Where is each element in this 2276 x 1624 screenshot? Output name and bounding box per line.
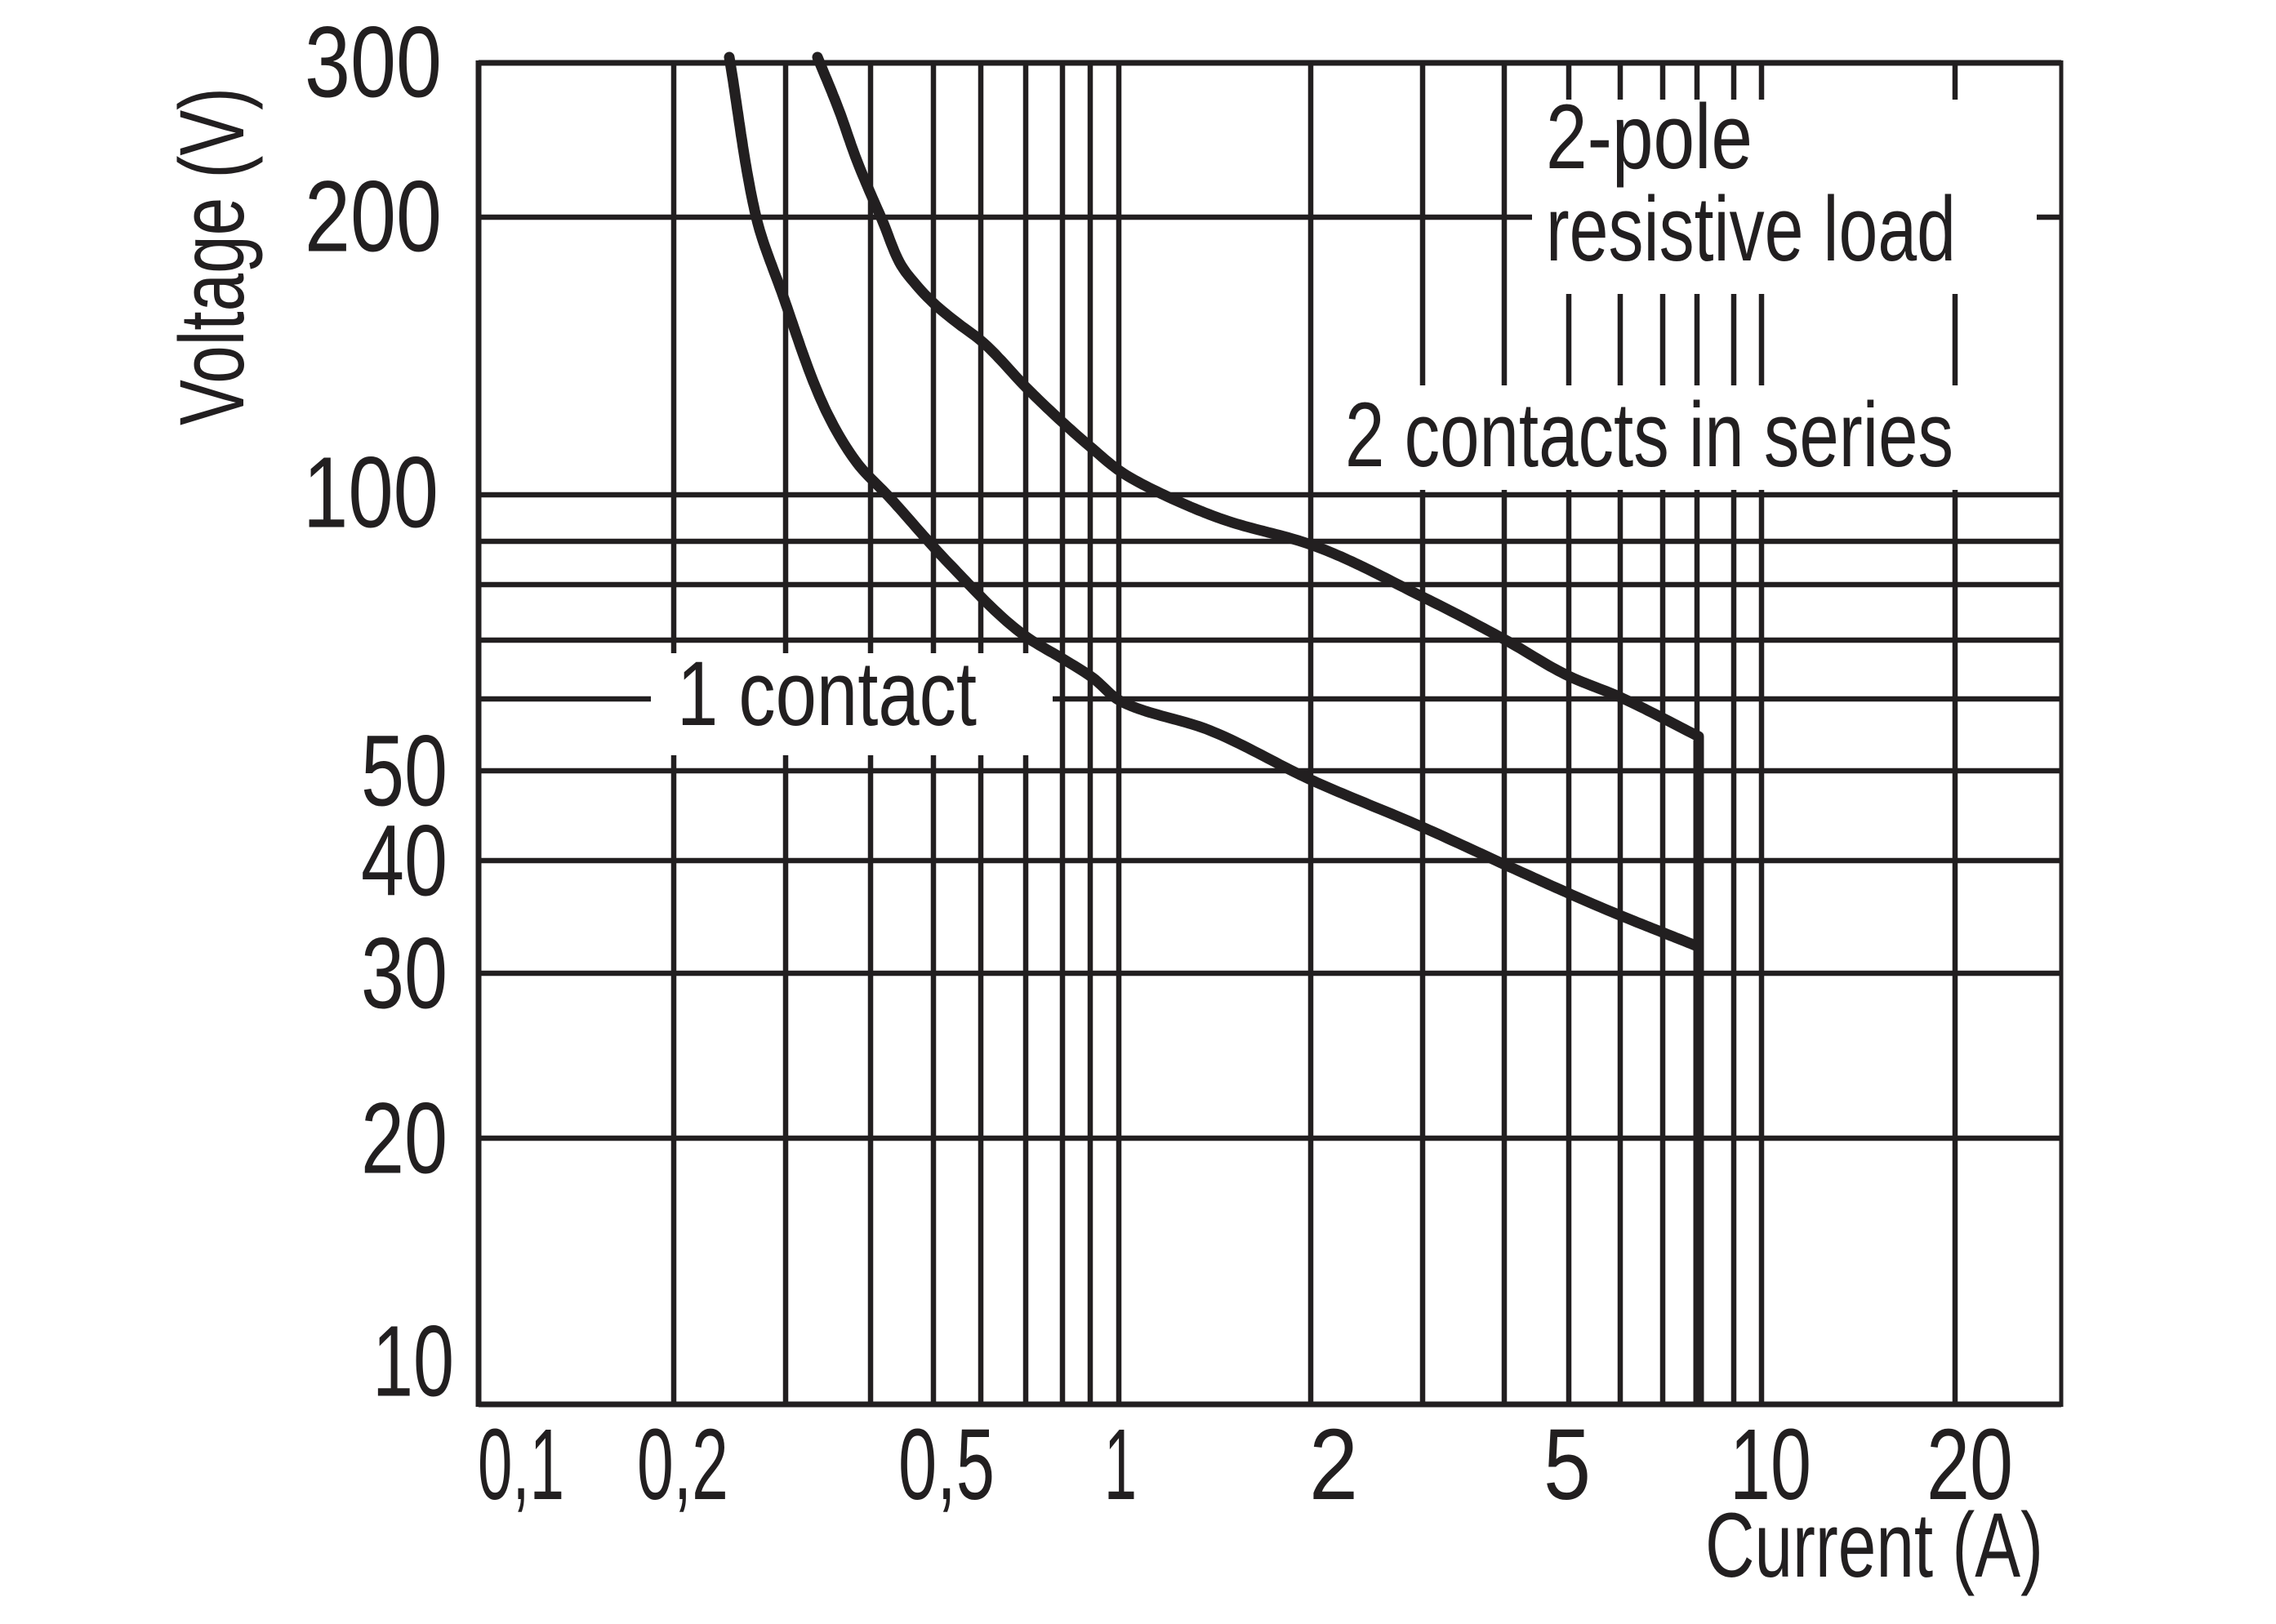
svg-text:30: 30 xyxy=(361,918,448,1030)
svg-text:40: 40 xyxy=(361,805,448,917)
svg-text:300: 300 xyxy=(305,7,442,118)
svg-text:1: 1 xyxy=(1104,1409,1137,1521)
svg-text:2: 2 xyxy=(1309,1409,1358,1521)
svg-text:2 contacts in series: 2 contacts in series xyxy=(1345,384,1953,486)
svg-text:200: 200 xyxy=(305,161,442,273)
svg-text:10: 10 xyxy=(1730,1409,1811,1521)
svg-text:0,2: 0,2 xyxy=(637,1409,728,1521)
svg-text:Voltage (V): Voltage (V) xyxy=(161,87,263,425)
svg-text:0,1: 0,1 xyxy=(478,1409,564,1521)
svg-text:20: 20 xyxy=(361,1083,448,1195)
svg-text:1 contact: 1 contact xyxy=(677,643,977,745)
svg-text:20: 20 xyxy=(1926,1409,2013,1521)
svg-text:50: 50 xyxy=(361,715,448,827)
svg-text:5: 5 xyxy=(1543,1409,1591,1521)
svg-text:resistive load: resistive load xyxy=(1546,178,1956,280)
svg-text:10: 10 xyxy=(372,1306,454,1417)
svg-text:Current (A): Current (A) xyxy=(1705,1494,2043,1596)
svg-text:100: 100 xyxy=(303,437,439,549)
svg-text:2-pole: 2-pole xyxy=(1546,86,1753,188)
svg-text:0,5: 0,5 xyxy=(898,1409,995,1521)
